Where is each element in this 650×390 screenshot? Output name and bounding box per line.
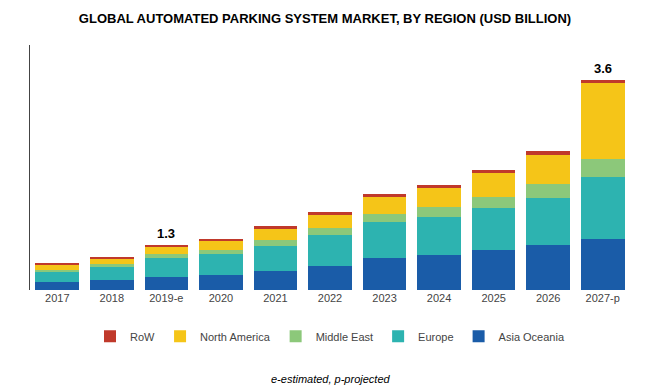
- svg-text:2026: 2026: [536, 292, 560, 304]
- svg-text:2019-e: 2019-e: [149, 292, 183, 304]
- svg-text:2018: 2018: [100, 292, 124, 304]
- svg-text:1.3: 1.3: [157, 226, 175, 241]
- svg-text:2022: 2022: [318, 292, 342, 304]
- svg-text:Asia Oceania: Asia Oceania: [499, 331, 565, 343]
- svg-text:2023: 2023: [372, 292, 396, 304]
- svg-text:2017: 2017: [45, 292, 69, 304]
- svg-text:2020: 2020: [209, 292, 233, 304]
- svg-text:Middle East: Middle East: [316, 331, 373, 343]
- svg-text:2027-p: 2027-p: [586, 292, 620, 304]
- svg-text:2021: 2021: [263, 292, 287, 304]
- svg-text:3.6: 3.6: [594, 61, 612, 76]
- svg-text:RoW: RoW: [130, 331, 155, 343]
- svg-text:GLOBAL AUTOMATED PARKING SYSTE: GLOBAL AUTOMATED PARKING SYSTEM MARKET, …: [79, 11, 571, 26]
- svg-text:North America: North America: [200, 331, 271, 343]
- svg-text:2025: 2025: [481, 292, 505, 304]
- svg-text:Europe: Europe: [418, 331, 453, 343]
- svg-text:2024: 2024: [427, 292, 451, 304]
- svg-text:e-estimated, p-projected: e-estimated, p-projected: [271, 373, 390, 385]
